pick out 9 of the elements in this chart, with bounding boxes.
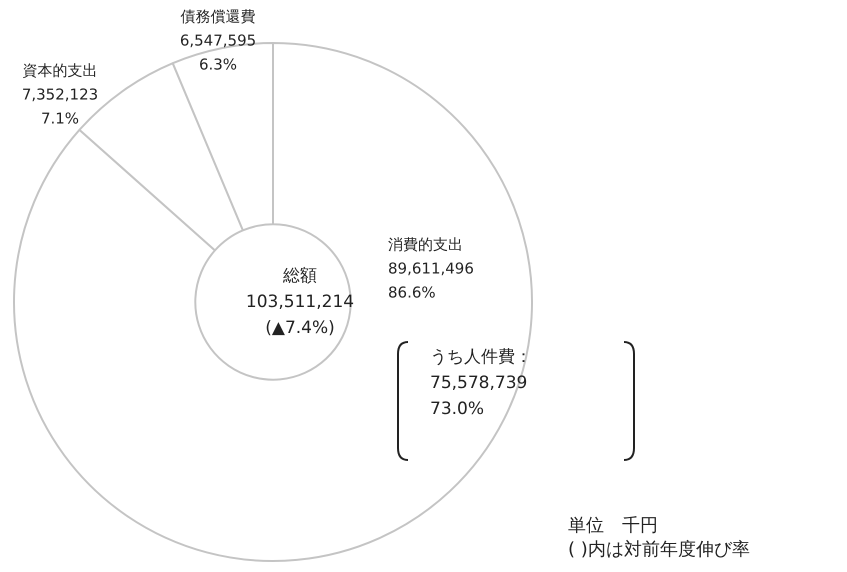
text: うち人件費： 75,578,739 73.0% [430,346,533,421]
slice-label: 資本的支出 [22,61,98,80]
text: 単位 千円 ( )内は対前年度伸び率 [568,514,751,562]
slice-label: 債務償還費 [180,7,256,26]
data-label: 6,547,595 6.3% [180,31,256,74]
data-label: 89,611,496 86.6% [388,259,474,302]
text: 総額 103,511,214 (▲7.4%) [244,265,356,340]
slice-label: 消費的支出 [388,235,463,254]
data-label: 7,352,123 7.1% [22,85,98,128]
